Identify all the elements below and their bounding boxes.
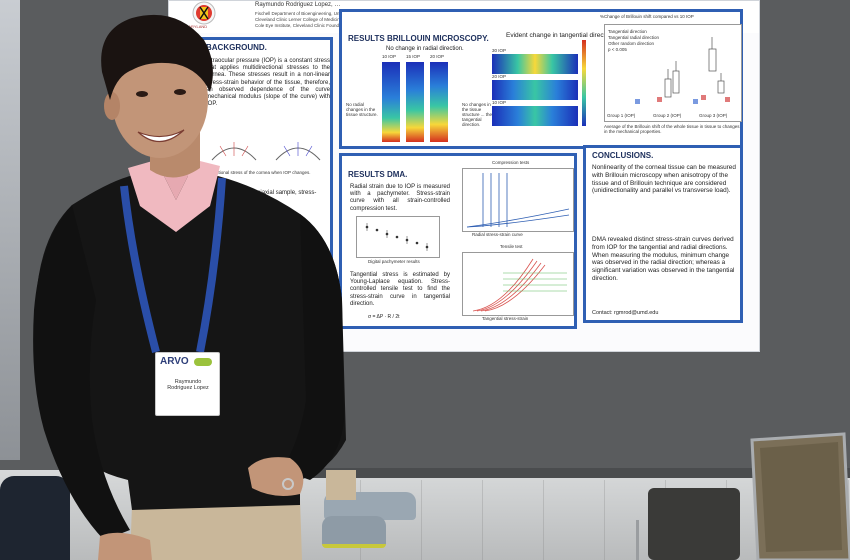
background-caption: Directional stress of the cornea when IO… bbox=[208, 170, 311, 175]
tangential-direction-label: Evident change in tangential direction. bbox=[506, 32, 616, 39]
iop-label-20: 20 IOP bbox=[430, 54, 445, 59]
iop-label-10: 10 IOP bbox=[382, 54, 397, 59]
brillouin-caption: Average of the Brillouin shift of the wh… bbox=[604, 124, 740, 134]
background-shoe-2 bbox=[322, 516, 386, 548]
dma-text-1: Radial strain due to IOP is measured wit… bbox=[350, 184, 450, 212]
background-person-leg bbox=[326, 470, 356, 500]
group-label-2: Group 2 (IOP) bbox=[653, 113, 682, 118]
iop-label-15: 15 IOP bbox=[406, 54, 421, 59]
brillouin-title: RESULTS BRILLOUIN MICROSCOPY. bbox=[348, 34, 489, 43]
background-text: Intraocular pressure (IOP) is a constant… bbox=[206, 58, 330, 108]
legend-item-2: Tangential radial direction bbox=[608, 35, 660, 40]
band-label-10: 10 IOP bbox=[492, 100, 507, 105]
compression-xlabel: Radial stress-strain curve bbox=[472, 232, 523, 237]
tangential-band-30iop bbox=[492, 54, 578, 74]
name-badge: ARVO Raymundo Rodriguez Lopez bbox=[155, 352, 220, 416]
band-label-30: 30 IOP bbox=[492, 48, 507, 53]
pachymeter-xlabel: Digital pachymeter results bbox=[368, 259, 420, 264]
group-label-3: Group 3 (IOP) bbox=[699, 113, 728, 118]
tensile-plot bbox=[462, 252, 574, 316]
dma-text-2: Tangential stress is estimated by Young-… bbox=[350, 272, 450, 307]
tangential-note: No changes in the tissue structure ... t… bbox=[462, 102, 493, 127]
brillouin-results-panel: RESULTS BRILLOUIN MICROSCOPY. No change … bbox=[339, 9, 743, 149]
brillouin-chart-title: %Change of Brillouin shift compared vs 1… bbox=[600, 14, 694, 19]
affiliation-3: Cole Eye Institute, Cleveland Clinic Fou… bbox=[255, 23, 413, 28]
cornea-diagram-icon bbox=[211, 142, 321, 161]
legend-item-3: Other random direction bbox=[608, 41, 655, 46]
group-label-1: Group 1 (IOP) bbox=[607, 113, 636, 118]
compression-curves bbox=[466, 173, 570, 228]
legend-item-4: p < 0.005 bbox=[608, 47, 627, 52]
tensile-xlabel: Tangential stress-strain bbox=[482, 316, 529, 321]
radial-note: No radial changes in the tissue structur… bbox=[346, 102, 378, 117]
tangential-band-20iop bbox=[492, 80, 578, 100]
badge-name: Raymundo Rodriguez Lopez bbox=[167, 379, 209, 392]
legend-item-1: Tangential direction bbox=[608, 29, 647, 34]
conclusions-title: CONCLUSIONS. bbox=[592, 151, 654, 160]
boxplot-marks bbox=[635, 37, 730, 104]
dma-results-panel: RESULTS DMA. Radial strain due to IOP is… bbox=[339, 153, 577, 329]
tensile-title: Tensile test bbox=[500, 244, 523, 249]
brillouin-boxplot-chart: Tangential direction Tangential radial d… bbox=[604, 24, 742, 122]
board-base bbox=[300, 468, 850, 478]
brillouin-heatmap-15iop bbox=[406, 62, 424, 142]
young-laplace-formula: σ = ΔP · R / 2t bbox=[368, 314, 400, 320]
radial-direction-label: No change in radial direction. bbox=[386, 46, 464, 52]
band-label-20: 20 IOP bbox=[492, 74, 507, 79]
pachymeter-plot bbox=[356, 216, 440, 258]
background-title: BACKGROUND. bbox=[206, 43, 267, 52]
pachymeter-points bbox=[365, 223, 429, 251]
tensile-curves bbox=[472, 258, 567, 312]
conclusion-bullet-2: DMA revealed distinct stress-strain curv… bbox=[592, 236, 735, 283]
compression-title: Compression tests bbox=[492, 160, 530, 165]
chair-seat-left bbox=[648, 488, 740, 560]
dma-title: RESULTS DMA. bbox=[348, 170, 408, 179]
brillouin-heatmap-20iop bbox=[430, 62, 448, 142]
conclusion-bullet-1: Nonlinearity of the corneal tissue can b… bbox=[592, 164, 736, 195]
contact-email: Contact: rgmrod@umd.edu bbox=[592, 310, 659, 316]
badge-logo: ARVO bbox=[160, 356, 189, 367]
chair bbox=[750, 432, 850, 560]
badge-logo-mark-icon bbox=[194, 358, 212, 366]
compression-plot bbox=[462, 168, 574, 232]
author-line: Raymundo Rodriguez Lopez, … bbox=[255, 2, 341, 8]
tangential-band-10iop bbox=[492, 106, 578, 126]
backpack bbox=[0, 476, 70, 560]
conclusions-panel: CONCLUSIONS. Nonlinearity of the corneal… bbox=[583, 145, 743, 323]
logo-text: MARYLAND bbox=[185, 24, 208, 29]
color-scale-bar bbox=[582, 40, 586, 126]
chair-leg bbox=[636, 520, 669, 560]
brillouin-heatmap-10iop bbox=[382, 62, 400, 142]
university-logo-icon bbox=[192, 1, 216, 25]
